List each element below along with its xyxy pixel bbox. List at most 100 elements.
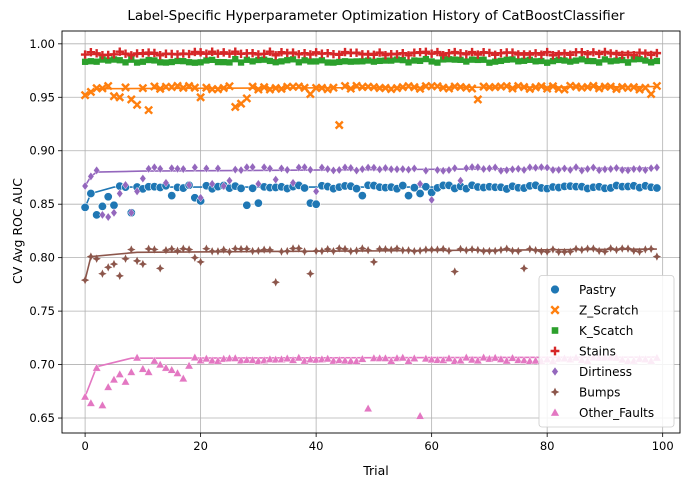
data-point xyxy=(526,56,533,63)
data-point xyxy=(306,269,315,278)
x-tick-label: 60 xyxy=(424,439,439,453)
legend-item[interactable]: Stains xyxy=(550,345,616,359)
data-point xyxy=(185,59,193,66)
data-point xyxy=(86,252,96,261)
legend-item[interactable]: Z_Scratch xyxy=(550,304,639,318)
data-point xyxy=(473,50,483,59)
data-point xyxy=(265,245,275,255)
data-point xyxy=(219,83,229,93)
data-point xyxy=(404,246,413,255)
data-point xyxy=(358,164,366,174)
x-tick-label: 100 xyxy=(652,439,674,453)
data-point xyxy=(265,354,275,363)
data-point xyxy=(347,163,355,173)
data-point xyxy=(330,59,337,66)
legend-label: K_Scatch xyxy=(579,324,633,338)
data-point xyxy=(254,179,262,189)
data-point xyxy=(162,59,170,66)
data-point xyxy=(346,247,355,256)
data-point xyxy=(601,164,609,174)
data-point xyxy=(190,253,200,262)
data-point xyxy=(86,398,96,407)
data-point xyxy=(265,47,275,56)
data-point xyxy=(577,47,587,57)
data-point xyxy=(132,352,142,362)
data-point xyxy=(479,246,488,256)
data-point xyxy=(438,244,448,254)
data-point xyxy=(525,244,535,254)
data-point xyxy=(503,56,510,63)
data-point xyxy=(398,246,407,255)
data-point xyxy=(220,59,227,66)
data-point xyxy=(266,57,274,65)
data-point xyxy=(468,56,476,63)
data-point xyxy=(636,164,643,174)
data-point xyxy=(167,365,177,374)
data-point xyxy=(226,176,233,186)
data-point xyxy=(330,165,337,175)
data-point xyxy=(467,47,477,57)
y-tick-label: 0.85 xyxy=(29,197,55,211)
data-point xyxy=(219,245,228,254)
data-point xyxy=(80,275,90,285)
legend-item[interactable]: Dirtiness xyxy=(551,365,632,379)
data-point xyxy=(87,171,95,181)
legend-item[interactable]: Bumps xyxy=(550,386,621,400)
data-point xyxy=(157,59,164,66)
data-point xyxy=(231,165,239,175)
data-point xyxy=(305,354,315,363)
data-point xyxy=(416,57,424,64)
legend[interactable]: Pastry Z_Scratch K_Scatch Stains Dirtiness Bu… xyxy=(538,275,675,428)
data-point xyxy=(647,59,655,66)
data-point xyxy=(128,56,135,63)
data-point xyxy=(381,245,390,254)
data-point xyxy=(630,164,638,174)
y-tick-label: 0.80 xyxy=(29,251,55,265)
data-point xyxy=(196,48,205,57)
data-point xyxy=(508,246,517,255)
data-point xyxy=(92,363,102,372)
data-point xyxy=(301,57,308,64)
data-point xyxy=(249,58,256,65)
data-point xyxy=(560,85,569,94)
data-point xyxy=(492,58,499,65)
legend-label: Stains xyxy=(579,345,616,359)
data-point xyxy=(167,244,176,254)
data-point xyxy=(103,192,113,202)
legend-label: Dirtiness xyxy=(579,365,632,379)
data-point xyxy=(93,58,100,65)
data-point xyxy=(260,162,268,172)
data-point xyxy=(271,354,281,364)
data-point xyxy=(161,363,171,372)
data-point xyxy=(364,163,372,173)
data-point xyxy=(490,50,500,59)
data-point xyxy=(174,164,181,174)
data-point xyxy=(578,166,586,176)
y-axis-label: CV Avg ROC AUC xyxy=(10,178,25,284)
data-point xyxy=(151,162,158,172)
data-point xyxy=(81,58,89,65)
data-point xyxy=(652,81,662,91)
y-tick-label: 0.65 xyxy=(29,411,55,425)
legend-item[interactable]: Other_Faults xyxy=(550,406,655,420)
data-point xyxy=(641,165,649,175)
data-point xyxy=(352,246,361,255)
data-point xyxy=(508,48,517,57)
legend-item[interactable]: Pastry xyxy=(550,283,616,297)
data-point xyxy=(375,48,384,57)
data-point xyxy=(289,178,297,188)
data-point xyxy=(248,82,258,92)
data-point xyxy=(618,165,626,175)
data-point xyxy=(473,95,483,104)
data-point xyxy=(491,162,499,172)
legend-item[interactable]: K_Scatch xyxy=(551,324,634,338)
data-point xyxy=(520,57,528,64)
data-point xyxy=(468,162,476,172)
data-point xyxy=(260,56,268,63)
data-point xyxy=(415,189,425,199)
data-point xyxy=(220,181,228,191)
data-point xyxy=(283,246,292,256)
data-point xyxy=(399,56,406,64)
data-point xyxy=(104,212,112,222)
